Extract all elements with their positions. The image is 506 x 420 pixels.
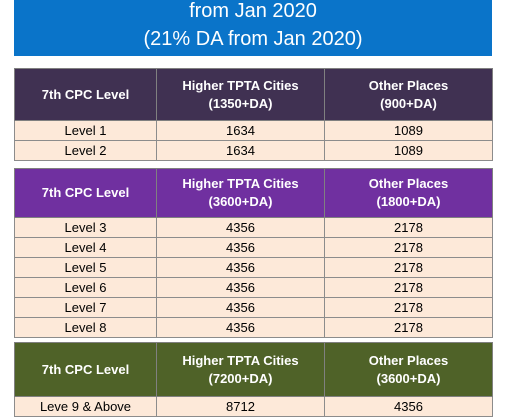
cell-other: 2178 [324, 237, 493, 258]
cell-higher: 4356 [156, 237, 325, 258]
cell-other: 1089 [324, 140, 493, 161]
header-level: 7th CPC Level [14, 168, 157, 218]
cell-other: 2178 [324, 297, 493, 318]
header-higher-tpta: Higher TPTA Cities (3600+DA) [156, 168, 325, 218]
header-other-places: Other Places (900+DA) [324, 68, 493, 121]
cell-level: Level 3 [14, 217, 157, 238]
cell-higher: 8712 [156, 396, 325, 417]
header-higher-tpta: Higher TPTA Cities (7200+DA) [156, 342, 325, 397]
cell-higher: 1634 [156, 140, 325, 161]
cell-higher: 4356 [156, 217, 325, 238]
cell-level: Level 6 [14, 277, 157, 298]
title-line-1: from Jan 2020 [189, 0, 317, 22]
table-row: Level 6 4356 2178 [14, 277, 493, 298]
cell-level: Level 8 [14, 317, 157, 338]
cell-level: Level 2 [14, 140, 157, 161]
cell-higher: 4356 [156, 257, 325, 278]
header-other-places: Other Places (1800+DA) [324, 168, 493, 218]
cell-level: Level 1 [14, 120, 157, 141]
tpta-table-level-9-above: 7th CPC Level Higher TPTA Cities (7200+DA… [14, 342, 493, 417]
cell-other: 2178 [324, 257, 493, 278]
cell-higher: 4356 [156, 297, 325, 318]
cell-level: Level 7 [14, 297, 157, 318]
header-other-places: Other Places (3600+DA) [324, 342, 493, 397]
cell-level: Leve 9 & Above [14, 396, 157, 417]
cell-level: Level 5 [14, 257, 157, 278]
table-row: Leve 9 & Above 8712 4356 [14, 396, 493, 417]
tpta-table-levels-1-2: 7th CPC Level Higher TPTA Cities (1350+DA… [14, 68, 493, 161]
header-level: 7th CPC Level [14, 68, 157, 121]
cell-other: 2178 [324, 277, 493, 298]
title-banner: from Jan 2020 (21% DA from Jan 2020) [14, 0, 492, 56]
table-row: Level 7 4356 2178 [14, 297, 493, 318]
tpta-table-levels-3-8: 7th CPC Level Higher TPTA Cities (3600+DA… [14, 168, 493, 338]
title-line-2: (21% DA from Jan 2020) [143, 28, 363, 50]
table-row: Level 2 1634 1089 [14, 140, 493, 161]
cell-higher: 1634 [156, 120, 325, 141]
cell-other: 2178 [324, 217, 493, 238]
table-row: Level 4 4356 2178 [14, 237, 493, 258]
header-higher-tpta: Higher TPTA Cities (1350+DA) [156, 68, 325, 121]
cell-higher: 4356 [156, 317, 325, 338]
header-level: 7th CPC Level [14, 342, 157, 397]
cell-higher: 4356 [156, 277, 325, 298]
table-header-row: 7th CPC Level Higher TPTA Cities (7200+DA… [14, 342, 493, 397]
cell-other: 4356 [324, 396, 493, 417]
table-row: Level 5 4356 2178 [14, 257, 493, 278]
table-row: Level 8 4356 2178 [14, 317, 493, 338]
table-row: Level 1 1634 1089 [14, 120, 493, 141]
cell-other: 1089 [324, 120, 493, 141]
table-row: Level 3 4356 2178 [14, 217, 493, 238]
cell-other: 2178 [324, 317, 493, 338]
table-header-row: 7th CPC Level Higher TPTA Cities (3600+DA… [14, 168, 493, 218]
table-header-row: 7th CPC Level Higher TPTA Cities (1350+DA… [14, 68, 493, 121]
cell-level: Level 4 [14, 237, 157, 258]
